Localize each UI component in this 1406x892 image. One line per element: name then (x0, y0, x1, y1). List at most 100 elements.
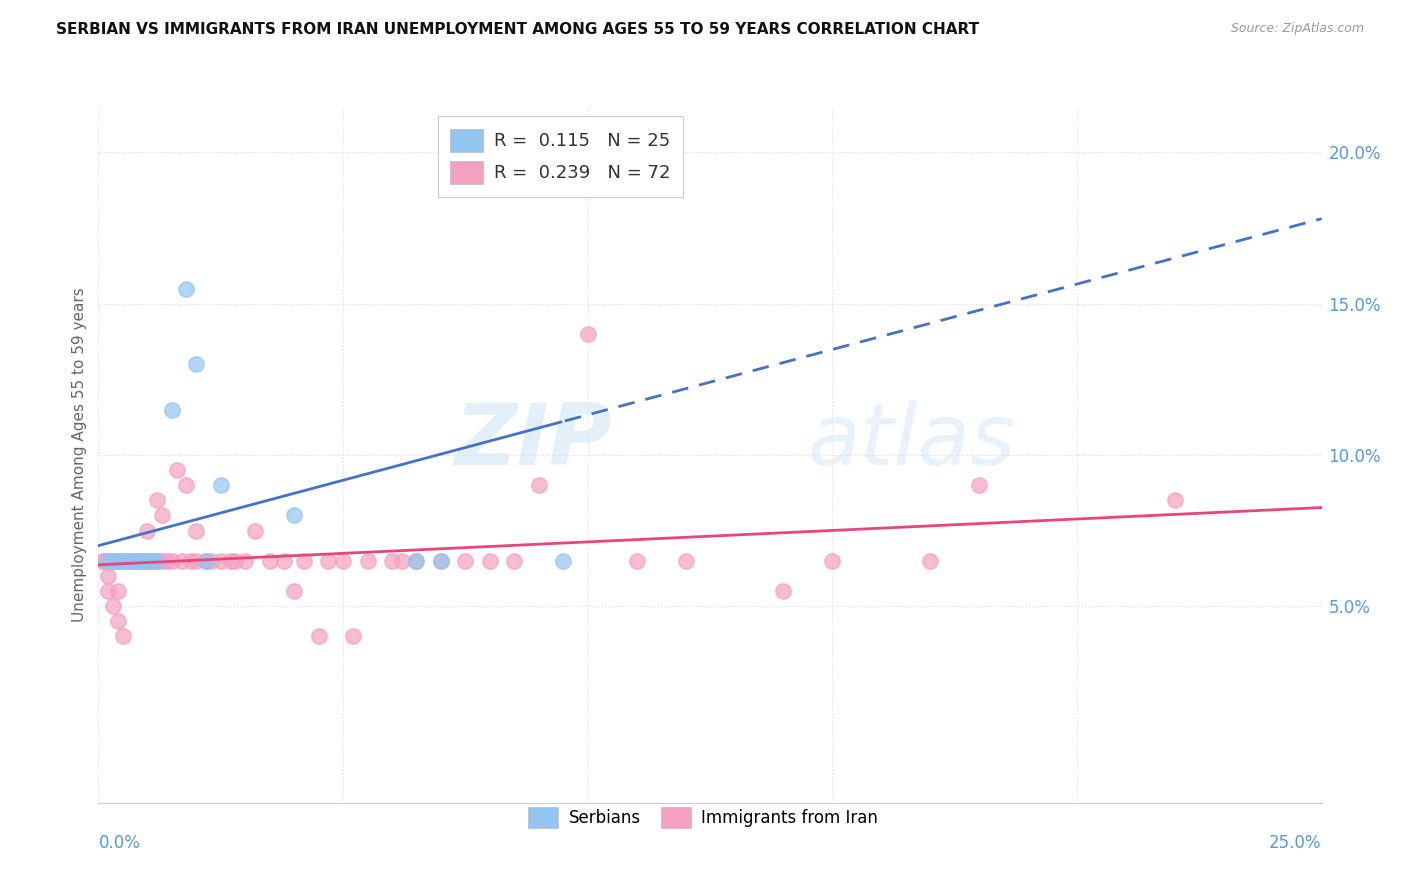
Point (527, 478, 550, 492)
Point (141, 554, 163, 568)
Point (150, 508, 173, 523)
Point (121, 554, 143, 568)
Point (160, 554, 183, 568)
Point (150, 554, 173, 568)
Point (101, 599, 124, 614)
Y-axis label: Unemployment Among Ages 55 to 59 years: Unemployment Among Ages 55 to 59 years (72, 287, 87, 623)
Point (356, 554, 378, 568)
Point (626, 554, 648, 568)
Point (146, 554, 169, 568)
Point (107, 554, 129, 568)
Point (342, 629, 364, 643)
Point (224, 554, 246, 568)
Point (160, 402, 183, 417)
Point (454, 554, 477, 568)
Point (318, 554, 340, 568)
Point (136, 524, 159, 538)
Point (391, 554, 413, 568)
Point (166, 463, 188, 477)
Point (675, 554, 697, 568)
Point (209, 554, 232, 568)
Point (111, 629, 134, 643)
Point (195, 554, 218, 568)
Point (176, 478, 198, 492)
Point (292, 554, 315, 568)
Point (111, 554, 134, 568)
Point (101, 554, 124, 568)
Point (136, 554, 159, 568)
Point (107, 554, 129, 568)
Point (101, 554, 124, 568)
Point (553, 554, 575, 568)
Text: 0.0%: 0.0% (98, 834, 141, 852)
Point (121, 554, 143, 568)
Point (131, 554, 153, 568)
Point (405, 554, 427, 568)
Point (127, 554, 149, 568)
Point (283, 508, 305, 523)
Legend: Serbians, Immigrants from Iran: Serbians, Immigrants from Iran (522, 800, 884, 835)
Point (219, 554, 242, 568)
Point (111, 554, 134, 568)
Point (1164, 493, 1187, 508)
Point (136, 554, 159, 568)
Text: Source: ZipAtlas.com: Source: ZipAtlas.com (1230, 22, 1364, 36)
Point (821, 554, 844, 568)
Point (180, 554, 202, 568)
Point (101, 554, 124, 568)
Point (430, 554, 453, 568)
Point (186, 357, 208, 371)
Point (127, 554, 149, 568)
Point (141, 554, 163, 568)
Point (117, 554, 139, 568)
Point (97, 554, 120, 568)
Point (186, 554, 208, 568)
Point (503, 554, 526, 568)
Point (478, 554, 501, 568)
Point (146, 554, 169, 568)
Point (176, 281, 198, 295)
Text: atlas: atlas (808, 400, 1017, 483)
Point (233, 554, 256, 568)
Point (308, 629, 330, 643)
Point (527, 176, 550, 190)
Point (259, 554, 281, 568)
Text: ZIP: ZIP (454, 400, 612, 483)
Point (200, 554, 222, 568)
Point (243, 524, 266, 538)
Point (381, 554, 404, 568)
Point (97, 554, 120, 568)
Text: SERBIAN VS IMMIGRANTS FROM IRAN UNEMPLOYMENT AMONG AGES 55 TO 59 YEARS CORRELATI: SERBIAN VS IMMIGRANTS FROM IRAN UNEMPLOY… (56, 22, 980, 37)
Point (136, 554, 159, 568)
Point (576, 326, 599, 341)
Point (430, 554, 453, 568)
Point (91, 554, 114, 568)
Point (920, 554, 942, 568)
Legend: R =  0.115   N = 25, R =  0.239   N = 72: R = 0.115 N = 25, R = 0.239 N = 72 (437, 116, 683, 197)
Point (141, 554, 163, 568)
Point (121, 554, 143, 568)
Point (283, 584, 305, 599)
Point (111, 554, 134, 568)
Point (273, 554, 295, 568)
Point (195, 554, 218, 568)
Point (186, 524, 208, 538)
Point (117, 554, 139, 568)
Point (146, 493, 169, 508)
Point (91, 554, 114, 568)
Point (111, 554, 134, 568)
Point (117, 554, 139, 568)
Point (97, 584, 120, 599)
Point (332, 554, 354, 568)
Text: 25.0%: 25.0% (1270, 834, 1322, 852)
Point (209, 478, 232, 492)
Point (111, 554, 134, 568)
Point (107, 584, 129, 599)
Point (127, 554, 149, 568)
Point (97, 569, 120, 583)
Point (131, 554, 153, 568)
Point (111, 554, 134, 568)
Point (170, 554, 193, 568)
Point (131, 554, 153, 568)
Point (117, 554, 139, 568)
